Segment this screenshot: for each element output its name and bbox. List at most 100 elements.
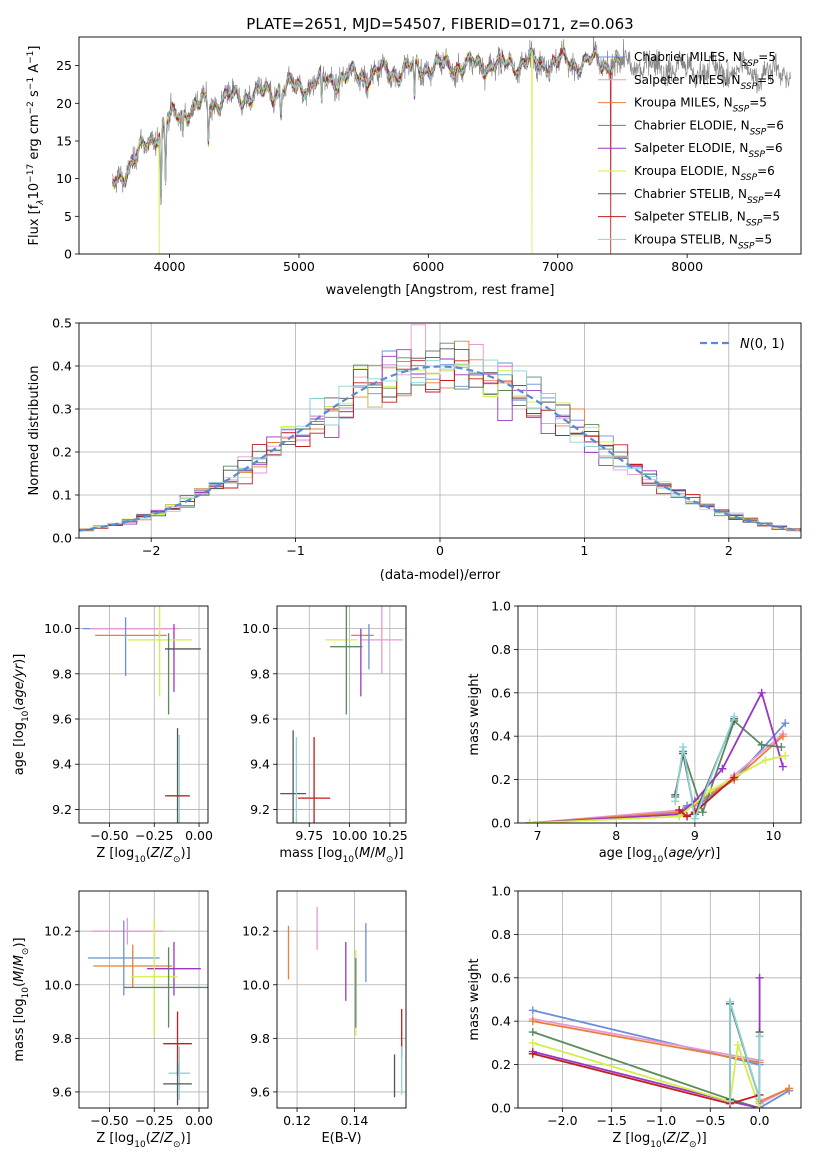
y-tick-label: 9.4: [52, 757, 72, 772]
figure-title: PLATE=2651, MJD=54507, FIBERID=0171, z=0…: [246, 15, 633, 33]
weight-marker: [528, 1006, 537, 1015]
y-axis-label: mass weight: [467, 958, 482, 1040]
x-tick-label: −0.50: [90, 828, 128, 843]
weight_vs_age-axes: 7 8 9 10 0.0 0.2 0.4 0.6 0.8 1.0 age [log10(age/yr…: [467, 599, 802, 865]
axes-frame: [517, 890, 802, 1109]
x-tick-label: 0.0: [750, 1113, 770, 1128]
weight-marker: [755, 1032, 764, 1041]
spectrum-legend: Chabrier MILES, NSSP=5 Salpeter MILES, NS…: [598, 50, 784, 251]
age_vs_Z-axes: −0.50 −0.25 0.00 9.2 9.4 9.6 9.8 10.0 Z [log10(Z…: [12, 605, 213, 865]
legend-label: Chabrier ELODIE, NSSP=6: [634, 118, 784, 137]
y-tick-label: 9.6: [52, 1084, 72, 1099]
x-tick-label: 9: [691, 828, 699, 843]
axes-frame: [517, 605, 802, 824]
y-tick-label: 0: [64, 247, 72, 262]
x-tick-label: 2: [725, 543, 733, 558]
weight-line: [532, 1031, 761, 1108]
y-tick-label: 15: [56, 133, 72, 148]
axes-frame: [78, 605, 209, 824]
x-tick-label: 0: [436, 543, 444, 558]
y-tick-label: 9.8: [250, 666, 270, 681]
weight-marker: [706, 786, 715, 795]
y-tick-label: 10.2: [44, 924, 72, 939]
y-tick-label: 0.6: [491, 970, 511, 985]
weight-marker: [733, 1041, 742, 1050]
spectrum-axes: 4000 5000 6000 7000 8000 0 5 10 15 20 25 Chabrier M…: [26, 36, 802, 298]
y-tick-label: 0.2: [491, 772, 511, 787]
weight-marker: [726, 997, 735, 1006]
y-tick-label: 9.8: [52, 1031, 72, 1046]
y-tick-label: 9.6: [250, 712, 270, 727]
y-tick-label: 0.2: [52, 445, 72, 460]
y-tick-label: 0.4: [491, 1014, 511, 1029]
mass_vs_Z-axes: −0.50 −0.25 0.00 9.6 9.8 10.0 10.2 Z [log10(Z/Z…: [12, 890, 213, 1150]
weight-marker: [730, 712, 739, 721]
y-axis-label: Flux [fλ10−17 erg cm−2 s−1 A−1]: [26, 46, 46, 246]
y-tick-label: 10.0: [44, 621, 72, 636]
x-tick-label: 6000: [412, 259, 444, 274]
x-tick-label: −0.5: [695, 1113, 725, 1128]
legend-label: N(0, 1): [740, 337, 785, 352]
y-tick-label: 0.4: [52, 359, 72, 374]
histogram-steps: [79, 359, 801, 532]
y-tick-label: 1.0: [491, 599, 511, 614]
weight-marker: [690, 814, 699, 823]
legend-label: Salpeter STELIB, NSSP=5: [634, 210, 780, 229]
age_vs_Z-plot-area: [82, 606, 201, 823]
weight-marker: [525, 819, 534, 823]
x-tick-label: 8000: [671, 259, 703, 274]
age_vs_mass-plot-area: [280, 606, 403, 823]
axes-frame: [78, 36, 802, 255]
x-axis-label: Z [log10(Z/Z⊙)]: [96, 846, 190, 865]
axes-frame: [276, 890, 407, 1109]
x-tick-label: −1: [286, 543, 304, 558]
y-tick-label: 25: [56, 58, 72, 73]
x-tick-label: −0.25: [135, 828, 173, 843]
weight-marker: [757, 740, 766, 749]
y-tick-label: 10: [56, 171, 72, 186]
axes-frame: [276, 605, 407, 824]
x-axis-label: E(B-V): [321, 1131, 361, 1146]
age_vs_mass-axes: 9.75 10.00 10.25 9.2 9.4 9.6 9.8 10.0 mass [log1…: [242, 605, 408, 865]
y-axis-label: Normed distribution: [27, 366, 42, 496]
weight-marker: [726, 1097, 735, 1106]
x-tick-label: 10.00: [332, 828, 368, 843]
weight-marker: [777, 743, 786, 752]
weight-marker: [781, 751, 790, 760]
x-tick-label: 1: [580, 543, 588, 558]
weight-marker: [757, 688, 766, 697]
residual_hist-plot-area: [79, 324, 801, 532]
weight-marker: [761, 756, 770, 765]
x-axis-label: mass [log10(M/M⊙)]: [279, 846, 403, 865]
weight_vs_Z-axes: −2.0 −1.5 −1.0 −0.5 0.0 0.0 0.2 0.4 0.6 0.8 1.0 Z […: [467, 884, 802, 1150]
x-tick-label: 7000: [542, 259, 574, 274]
weight_vs_Z-plot-area: [528, 973, 794, 1108]
x-tick-label: 8: [612, 828, 620, 843]
y-tick-label: 9.2: [250, 802, 270, 817]
legend-label: Salpeter ELODIE, NSSP=6: [634, 141, 783, 160]
weight-marker: [675, 805, 684, 814]
weight-line: [529, 722, 786, 823]
mass_vs_ebv-plot-area: [287, 907, 403, 1098]
mass_vs_ebv-axes: 0.12 0.14 9.6 9.8 10.0 10.2 E(B-V): [242, 890, 407, 1146]
y-tick-label: 10.2: [242, 924, 270, 939]
x-tick-label: −1.5: [596, 1113, 626, 1128]
x-tick-label: 0.14: [340, 1113, 368, 1128]
weight-line: [529, 733, 784, 823]
weight_vs_age-plot-area: [525, 688, 790, 823]
y-tick-label: 10.0: [242, 621, 270, 636]
weight-marker: [755, 973, 764, 982]
y-axis-label: age [log10(age/yr)]: [12, 654, 31, 776]
legend-label: Salpeter MILES, NSSP=5: [634, 73, 775, 92]
legend-label: Chabrier MILES, NSSP=5: [634, 50, 776, 69]
y-tick-label: 10.0: [242, 977, 270, 992]
weight-marker: [778, 762, 787, 771]
weight-line: [529, 754, 786, 823]
x-tick-label: 0.12: [283, 1113, 311, 1128]
weight-marker: [778, 732, 787, 741]
weight-line: [729, 1001, 761, 1102]
weight-marker: [671, 797, 680, 806]
x-tick-label: 9.75: [295, 828, 323, 843]
y-tick-label: 9.2: [52, 802, 72, 817]
